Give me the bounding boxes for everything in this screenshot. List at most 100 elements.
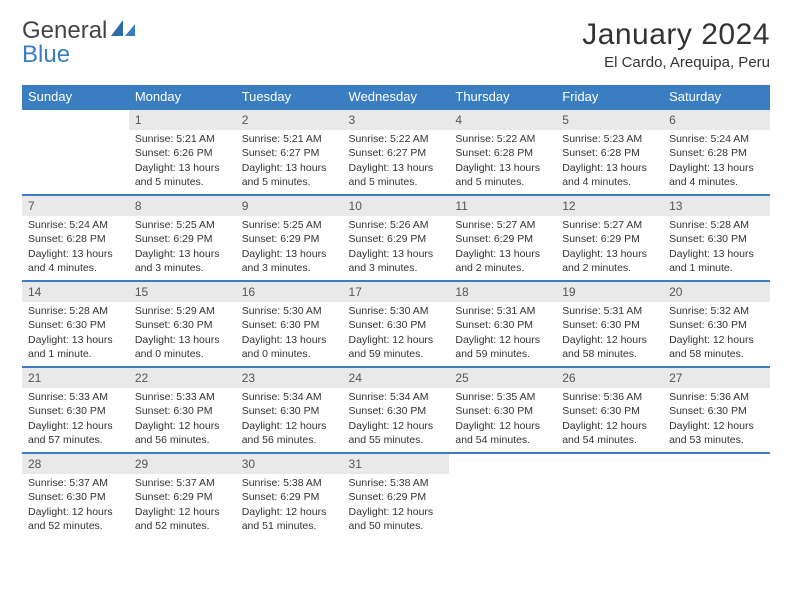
calendar-week-row: 7Sunrise: 5:24 AMSunset: 6:28 PMDaylight… xyxy=(22,195,770,281)
calendar-week-row: 28Sunrise: 5:37 AMSunset: 6:30 PMDayligh… xyxy=(22,453,770,539)
day-number: 26 xyxy=(556,368,663,388)
day-day2: and 58 minutes. xyxy=(669,347,764,361)
calendar-week-row: 21Sunrise: 5:33 AMSunset: 6:30 PMDayligh… xyxy=(22,367,770,453)
day-number: 9 xyxy=(236,196,343,216)
day-day1: Daylight: 12 hours xyxy=(669,419,764,433)
day-day1: Daylight: 13 hours xyxy=(242,161,337,175)
day-day1: Daylight: 13 hours xyxy=(669,247,764,261)
day-details: Sunrise: 5:38 AMSunset: 6:29 PMDaylight:… xyxy=(236,474,343,537)
day-day1: Daylight: 12 hours xyxy=(242,419,337,433)
day-number: 22 xyxy=(129,368,236,388)
day-sunset: Sunset: 6:30 PM xyxy=(28,490,123,504)
calendar-day-cell: 21Sunrise: 5:33 AMSunset: 6:30 PMDayligh… xyxy=(22,367,129,453)
day-number: 19 xyxy=(556,282,663,302)
day-number: 20 xyxy=(663,282,770,302)
day-day2: and 50 minutes. xyxy=(349,519,444,533)
logo-text-blue: Blue xyxy=(22,41,70,68)
day-sunrise: Sunrise: 5:27 AM xyxy=(562,218,657,232)
day-day1: Daylight: 12 hours xyxy=(28,505,123,519)
weekday-header: Tuesday xyxy=(236,85,343,109)
day-day2: and 0 minutes. xyxy=(242,347,337,361)
day-details: Sunrise: 5:24 AMSunset: 6:28 PMDaylight:… xyxy=(22,216,129,279)
day-details: Sunrise: 5:34 AMSunset: 6:30 PMDaylight:… xyxy=(343,388,450,451)
day-sunrise: Sunrise: 5:32 AM xyxy=(669,304,764,318)
day-sunset: Sunset: 6:27 PM xyxy=(349,146,444,160)
day-sunrise: Sunrise: 5:22 AM xyxy=(455,132,550,146)
day-sunset: Sunset: 6:30 PM xyxy=(669,232,764,246)
day-sunrise: Sunrise: 5:38 AM xyxy=(242,476,337,490)
day-details: Sunrise: 5:26 AMSunset: 6:29 PMDaylight:… xyxy=(343,216,450,279)
calendar-day-cell: 19Sunrise: 5:31 AMSunset: 6:30 PMDayligh… xyxy=(556,281,663,367)
day-day1: Daylight: 13 hours xyxy=(349,161,444,175)
day-number: 27 xyxy=(663,368,770,388)
day-sunset: Sunset: 6:30 PM xyxy=(562,318,657,332)
day-details: Sunrise: 5:30 AMSunset: 6:30 PMDaylight:… xyxy=(343,302,450,365)
calendar-day-cell: 11Sunrise: 5:27 AMSunset: 6:29 PMDayligh… xyxy=(449,195,556,281)
calendar-day-cell: 31Sunrise: 5:38 AMSunset: 6:29 PMDayligh… xyxy=(343,453,450,539)
calendar-day-cell: 26Sunrise: 5:36 AMSunset: 6:30 PMDayligh… xyxy=(556,367,663,453)
day-day1: Daylight: 13 hours xyxy=(135,333,230,347)
day-sunset: Sunset: 6:29 PM xyxy=(349,490,444,504)
day-sunrise: Sunrise: 5:34 AM xyxy=(242,390,337,404)
day-day1: Daylight: 12 hours xyxy=(349,333,444,347)
day-day2: and 5 minutes. xyxy=(455,175,550,189)
day-details: Sunrise: 5:21 AMSunset: 6:26 PMDaylight:… xyxy=(129,130,236,193)
day-day2: and 56 minutes. xyxy=(135,433,230,447)
weekday-header: Friday xyxy=(556,85,663,109)
weekday-header: Wednesday xyxy=(343,85,450,109)
day-details: Sunrise: 5:33 AMSunset: 6:30 PMDaylight:… xyxy=(22,388,129,451)
logo-sail-icon xyxy=(109,18,137,38)
day-day2: and 5 minutes. xyxy=(349,175,444,189)
day-sunrise: Sunrise: 5:27 AM xyxy=(455,218,550,232)
day-number: 17 xyxy=(343,282,450,302)
calendar-table: SundayMondayTuesdayWednesdayThursdayFrid… xyxy=(22,85,770,539)
calendar-day-cell: 24Sunrise: 5:34 AMSunset: 6:30 PMDayligh… xyxy=(343,367,450,453)
title-block: January 2024 El Cardo, Arequipa, Peru xyxy=(582,18,770,71)
day-details: Sunrise: 5:31 AMSunset: 6:30 PMDaylight:… xyxy=(449,302,556,365)
day-sunset: Sunset: 6:29 PM xyxy=(455,232,550,246)
calendar-day-cell: 9Sunrise: 5:25 AMSunset: 6:29 PMDaylight… xyxy=(236,195,343,281)
day-day2: and 57 minutes. xyxy=(28,433,123,447)
day-day1: Daylight: 13 hours xyxy=(28,247,123,261)
day-number: 28 xyxy=(22,454,129,474)
day-sunset: Sunset: 6:29 PM xyxy=(242,490,337,504)
calendar-day-cell: 10Sunrise: 5:26 AMSunset: 6:29 PMDayligh… xyxy=(343,195,450,281)
day-sunset: Sunset: 6:29 PM xyxy=(135,490,230,504)
day-day2: and 1 minute. xyxy=(28,347,123,361)
day-number xyxy=(449,454,556,474)
calendar-day-cell: 5Sunrise: 5:23 AMSunset: 6:28 PMDaylight… xyxy=(556,109,663,195)
calendar-day-cell: 13Sunrise: 5:28 AMSunset: 6:30 PMDayligh… xyxy=(663,195,770,281)
day-day1: Daylight: 12 hours xyxy=(562,419,657,433)
day-day2: and 59 minutes. xyxy=(455,347,550,361)
day-number: 21 xyxy=(22,368,129,388)
calendar-day-cell: 3Sunrise: 5:22 AMSunset: 6:27 PMDaylight… xyxy=(343,109,450,195)
day-number: 6 xyxy=(663,110,770,130)
day-number: 12 xyxy=(556,196,663,216)
calendar-day-cell: 27Sunrise: 5:36 AMSunset: 6:30 PMDayligh… xyxy=(663,367,770,453)
calendar-day-cell xyxy=(22,109,129,195)
day-day1: Daylight: 12 hours xyxy=(135,505,230,519)
day-number: 10 xyxy=(343,196,450,216)
day-day2: and 2 minutes. xyxy=(455,261,550,275)
day-day2: and 56 minutes. xyxy=(242,433,337,447)
day-day2: and 53 minutes. xyxy=(669,433,764,447)
day-details: Sunrise: 5:36 AMSunset: 6:30 PMDaylight:… xyxy=(556,388,663,451)
day-sunset: Sunset: 6:30 PM xyxy=(349,404,444,418)
calendar-day-cell: 12Sunrise: 5:27 AMSunset: 6:29 PMDayligh… xyxy=(556,195,663,281)
day-day2: and 51 minutes. xyxy=(242,519,337,533)
calendar-week-row: 1Sunrise: 5:21 AMSunset: 6:26 PMDaylight… xyxy=(22,109,770,195)
day-day2: and 54 minutes. xyxy=(562,433,657,447)
day-sunrise: Sunrise: 5:24 AM xyxy=(28,218,123,232)
day-sunset: Sunset: 6:28 PM xyxy=(669,146,764,160)
calendar-day-cell: 29Sunrise: 5:37 AMSunset: 6:29 PMDayligh… xyxy=(129,453,236,539)
day-sunrise: Sunrise: 5:30 AM xyxy=(349,304,444,318)
day-sunset: Sunset: 6:29 PM xyxy=(242,232,337,246)
day-day1: Daylight: 12 hours xyxy=(135,419,230,433)
day-sunrise: Sunrise: 5:35 AM xyxy=(455,390,550,404)
day-details: Sunrise: 5:25 AMSunset: 6:29 PMDaylight:… xyxy=(129,216,236,279)
calendar-header-row: SundayMondayTuesdayWednesdayThursdayFrid… xyxy=(22,85,770,109)
calendar-day-cell: 22Sunrise: 5:33 AMSunset: 6:30 PMDayligh… xyxy=(129,367,236,453)
day-details: Sunrise: 5:37 AMSunset: 6:30 PMDaylight:… xyxy=(22,474,129,537)
weekday-header: Thursday xyxy=(449,85,556,109)
calendar-day-cell xyxy=(556,453,663,539)
